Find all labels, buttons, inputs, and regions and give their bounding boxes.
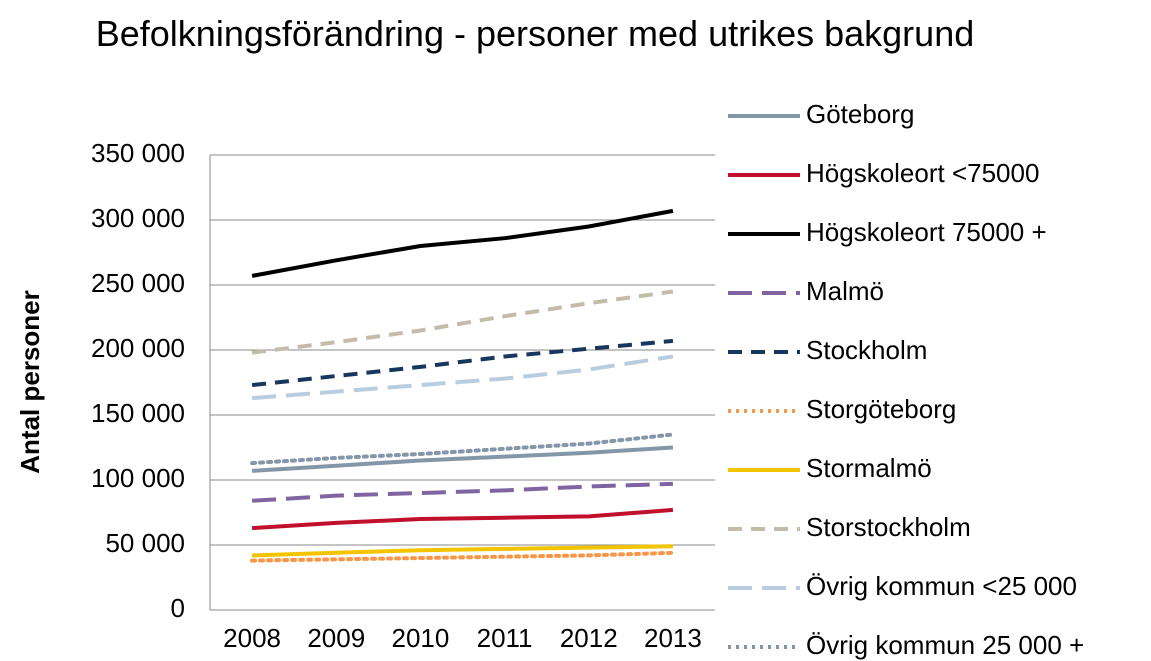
chart-title: Befolkningsförändring - personer med utr… — [95, 13, 975, 54]
y-axis-label: Antal personer — [15, 290, 45, 474]
y-tick-label: 300 000 — [91, 203, 185, 233]
y-tick-label: 150 000 — [91, 398, 185, 428]
legend-label: Malmö — [806, 276, 884, 306]
y-tick-label: 250 000 — [91, 268, 185, 298]
legend-label: Övrig kommun <25 000 — [806, 571, 1077, 601]
series-line — [251, 354, 674, 401]
legend-label: Göteborg — [806, 99, 914, 129]
x-tick-label: 2013 — [644, 623, 702, 653]
legend-label: Storgöteborg — [806, 394, 956, 424]
series-line — [250, 550, 675, 563]
x-tick-label: 2012 — [560, 623, 618, 653]
y-tick-label: 200 000 — [91, 333, 185, 363]
x-tick-label: 2009 — [307, 623, 365, 653]
legend-label: Högskoleort 75000 + — [806, 217, 1047, 247]
series-line — [250, 432, 675, 466]
legend-label: Storstockholm — [806, 512, 971, 542]
x-tick-label: 2010 — [391, 623, 449, 653]
series-line — [251, 289, 674, 355]
series-line — [251, 445, 674, 473]
series-line — [251, 208, 674, 278]
x-tick-label: 2011 — [477, 623, 533, 653]
series-line — [251, 481, 673, 503]
legend-label: Stockholm — [806, 335, 927, 365]
x-tick-label: 2008 — [223, 623, 281, 653]
legend-label: Högskoleort <75000 — [806, 158, 1039, 188]
y-tick-label: 50 000 — [105, 528, 185, 558]
series-line — [252, 544, 673, 558]
y-tick-label: 0 — [171, 593, 185, 623]
series-line — [251, 338, 674, 388]
legend-label: Övrig kommun 25 000 + — [806, 630, 1084, 660]
y-tick-label: 100 000 — [91, 463, 185, 493]
legend-label: Stormalmö — [806, 453, 932, 483]
y-tick-label: 350 000 — [91, 138, 185, 168]
series-line — [251, 507, 674, 531]
